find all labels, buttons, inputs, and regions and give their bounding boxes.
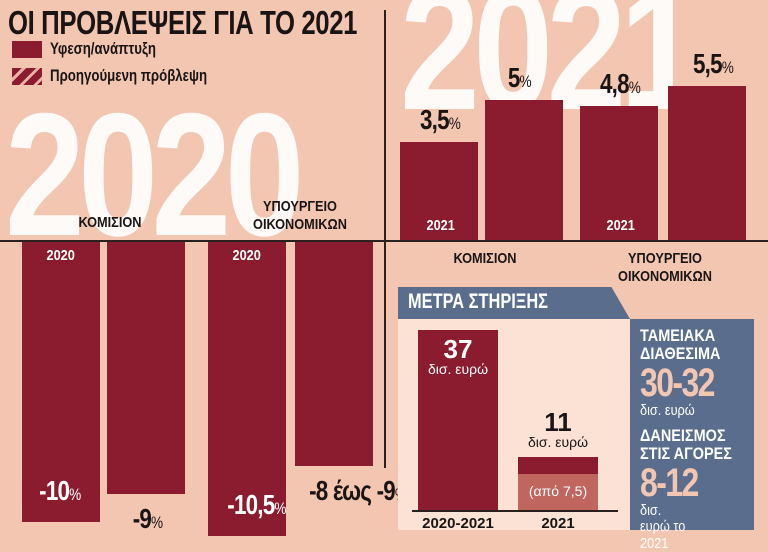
bar-year-label: 2020 bbox=[46, 247, 75, 264]
support-category: 2021 bbox=[541, 515, 575, 532]
bar-year-label: 2021 bbox=[426, 217, 455, 234]
support-value: 11 bbox=[544, 406, 572, 437]
bar-previous-2021 bbox=[668, 86, 746, 240]
bar-actual-2021 bbox=[580, 105, 658, 240]
bar-previous-2020 bbox=[295, 242, 373, 466]
legend-swatch-hatched bbox=[12, 67, 42, 85]
value-label: 3,5% bbox=[420, 104, 461, 135]
value-label: -10% bbox=[39, 475, 81, 506]
support-bar bbox=[418, 330, 498, 510]
group-label-2021-ministry: ΥΠΟΥΡΓΕΙΟ ΟΙΚΟΝΟΜΙΚΩΝ bbox=[618, 250, 712, 285]
axis-baseline bbox=[0, 240, 768, 242]
support-measures-header: ΜΕΤΡΑ ΣΤΗΡΙΞΗΣ bbox=[398, 287, 630, 319]
bar-year-label: 2020 bbox=[232, 247, 261, 264]
support-unit: δισ. ευρώ bbox=[527, 433, 589, 450]
bar-year-label: 2021 bbox=[606, 217, 635, 234]
support-value: 37 bbox=[443, 334, 473, 365]
legend-solid: Υφεση/ανάπτυξη bbox=[12, 39, 186, 59]
cash-title: ΤΑΜΕΙΑΚΑ ΔΙΑΘΕΣΙΜΑ bbox=[640, 326, 721, 363]
value-label: -8 έως -9% bbox=[309, 475, 407, 506]
group-label-2020-commission: ΚΟΜΙΣΙΟΝ bbox=[78, 214, 142, 231]
group-label-2021-commission: ΚΟΜΙΣΙΟΝ bbox=[453, 250, 517, 267]
financing-panel: ΤΑΜΕΙΑΚΑ ΔΙΑΘΕΣΙΜΑ 30-32 δισ. ευρώ ΔΑΝΕΙ… bbox=[630, 319, 754, 552]
divider-vertical bbox=[384, 10, 386, 468]
value-label: -9% bbox=[132, 503, 163, 534]
borrow-value: 8-12 bbox=[640, 460, 699, 505]
value-label: 4,8% bbox=[600, 67, 641, 99]
support-category: 2020-2021 bbox=[422, 515, 494, 532]
support-bar-sub: (από 7,5) bbox=[518, 473, 598, 510]
value-label: 5,5% bbox=[693, 48, 734, 79]
cash-unit: δισ. ευρώ bbox=[640, 401, 695, 419]
legend-swatch-solid bbox=[12, 40, 42, 58]
bar-actual-2020 bbox=[208, 242, 286, 536]
big-year-2020: 2020 bbox=[5, 78, 305, 273]
cash-value: 30-32 bbox=[640, 360, 715, 405]
measures-axis bbox=[412, 510, 618, 512]
bar-previous-2021 bbox=[485, 100, 563, 240]
support-unit: δισ. ευρώ bbox=[427, 361, 489, 378]
bar-actual-2021 bbox=[400, 142, 478, 240]
borrow-title: ΔΑΝΕΙΣΜΟΣ ΣΤΙΣ ΑΓΟΡΕΣ bbox=[640, 426, 732, 464]
borrow-unit: δισ. ευρώ το 2021 bbox=[640, 501, 686, 552]
bar-actual-2020 bbox=[22, 242, 100, 522]
value-label: 5% bbox=[507, 62, 532, 93]
bar-previous-2020 bbox=[107, 242, 185, 494]
group-label-2020-ministry: ΥΠΟΥΡΓΕΙΟ ΟΙΚΟΝΟΜΙΚΩΝ bbox=[253, 198, 347, 233]
value-label: -10,5% bbox=[227, 489, 286, 520]
legend-hatched: Προηγούμενη πρόβλεψη bbox=[12, 66, 251, 86]
page-title: ΟΙ ΠΡΟΒΛΕΨΕΙΣ ΓΙΑ ΤΟ 2021 bbox=[8, 4, 358, 41]
